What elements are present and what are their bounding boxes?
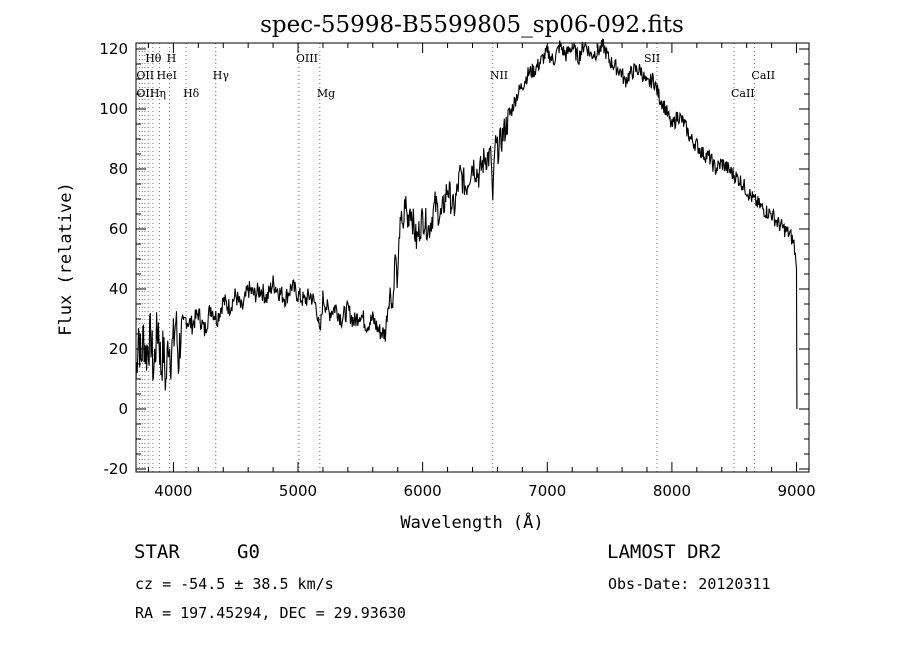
x-tick-label: 6000 (404, 482, 442, 500)
y-tick-label: 80 (109, 160, 128, 178)
reference-label: Hη (150, 87, 166, 100)
x-tick-label: 8000 (653, 482, 691, 500)
x-tick-label: 9000 (777, 482, 815, 500)
reference-label: HeI (157, 69, 177, 82)
reference-label: Hγ (213, 69, 230, 82)
reference-label: CaII (731, 87, 755, 100)
y-axis-label: Flux (relative) (56, 182, 76, 336)
chart-title: spec-55998-B5599805_sp06-092.fits (260, 12, 684, 38)
reference-label: CaII (751, 69, 775, 82)
survey-label: LAMOST DR2 (607, 541, 722, 563)
x-tick-label: 7000 (528, 482, 566, 500)
reference-label: Hθ (145, 52, 162, 65)
x-tick-label: 5000 (279, 482, 317, 500)
star-subclass: G0 (237, 541, 260, 563)
reference-label: Mg (317, 87, 335, 100)
x-axis-ticks: 4000 5000 6000 7000 8000 9000 (147, 43, 816, 500)
reference-label: OII (136, 69, 154, 82)
y-tick-label: -20 (104, 460, 129, 478)
y-tick-label: 0 (118, 400, 128, 418)
y-axis-ticks: -20 0 20 40 60 80 100 120 (99, 40, 809, 478)
star-class: STAR (134, 541, 180, 563)
reference-label: OIII (296, 52, 318, 65)
reference-label: SII (644, 52, 660, 65)
y-tick-label: 60 (109, 220, 128, 238)
reference-label: H (167, 52, 177, 65)
y-tick-label: 20 (109, 340, 128, 358)
plot-frame (135, 42, 810, 473)
reference-label: NII (490, 69, 508, 82)
spectrum-line (135, 38, 798, 410)
reference-label: OII (136, 87, 154, 100)
obs-date-text: Obs-Date: 20120311 (608, 575, 771, 593)
redshift-text: cz = -54.5 ± 38.5 km/s (135, 575, 334, 593)
y-tick-label: 100 (99, 100, 128, 118)
x-axis-label: Wavelength (Å) (400, 511, 543, 533)
reference-label: Hδ (183, 87, 200, 100)
y-tick-label: 40 (109, 280, 128, 298)
radec-text: RA = 197.45294, DEC = 29.93630 (135, 604, 406, 622)
x-tick-label: 4000 (154, 482, 192, 500)
y-tick-label: 120 (99, 40, 128, 58)
